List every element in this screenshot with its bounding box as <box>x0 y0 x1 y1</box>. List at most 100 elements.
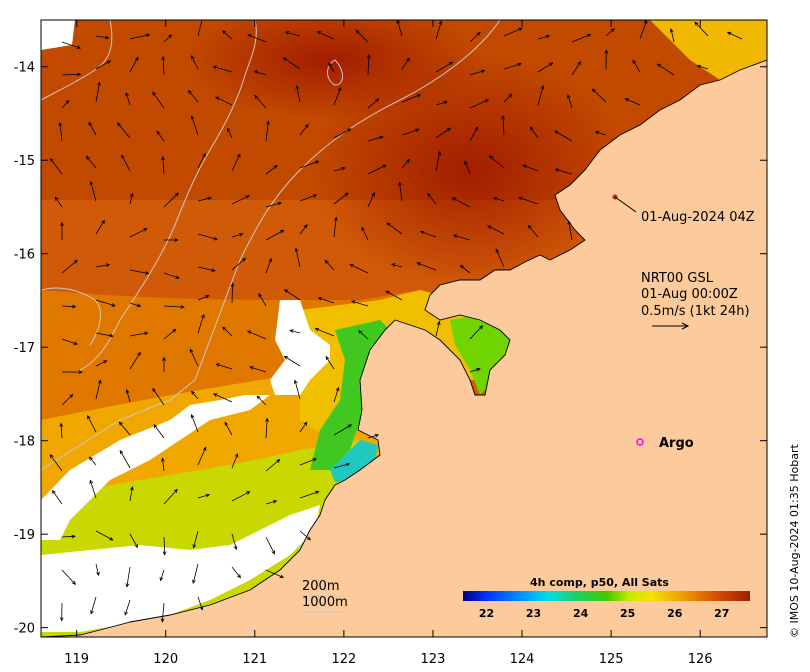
current-arrowhead <box>276 459 281 463</box>
current-arrow <box>493 197 505 202</box>
current-arrowhead <box>272 500 278 504</box>
current-arrowhead <box>237 574 241 579</box>
current-arrow <box>469 70 485 76</box>
current-arrowhead <box>443 100 448 105</box>
current-arrow <box>420 231 437 238</box>
current-arrow <box>95 220 105 235</box>
current-arrowhead <box>125 583 130 588</box>
current-arrowhead <box>294 247 299 252</box>
current-arrow <box>95 360 107 367</box>
current-arrowhead <box>345 462 351 467</box>
colorbar-tick-label: 25 <box>620 607 635 620</box>
current-arrow <box>452 197 471 208</box>
current-arrow <box>568 220 573 241</box>
current-arrowhead <box>316 31 321 35</box>
current-arrowhead <box>293 379 298 384</box>
current-arrow <box>469 325 483 340</box>
current-arrow <box>129 34 150 40</box>
current-arrowhead <box>586 33 592 38</box>
current-arrow <box>401 94 421 103</box>
current-arrow <box>333 217 337 238</box>
current-arrow <box>162 156 165 175</box>
current-arrow <box>657 63 675 76</box>
current-arrow <box>197 314 205 334</box>
plot-frame <box>40 19 768 638</box>
current-arrow <box>495 249 505 268</box>
current-arrowhead <box>205 295 210 299</box>
current-arrowhead <box>191 390 195 395</box>
current-arrow <box>265 165 278 175</box>
current-arrowhead <box>459 264 464 269</box>
current-arrowhead <box>312 194 318 198</box>
current-arrowhead <box>328 62 332 67</box>
current-arrowhead <box>479 325 484 330</box>
current-arrowhead <box>249 366 254 370</box>
current-arrow <box>299 124 309 136</box>
current-arrow <box>694 21 709 37</box>
current-arrowhead <box>90 610 94 615</box>
current-arrow <box>129 57 139 73</box>
current-arrowhead <box>379 135 384 140</box>
current-arrow <box>231 258 246 271</box>
y-tick-label: -18 <box>14 435 35 450</box>
current-arrow <box>333 463 350 469</box>
current-arrow <box>265 418 268 439</box>
current-arrow <box>197 447 207 466</box>
current-arrow <box>265 536 275 554</box>
current-arrow <box>397 20 403 37</box>
current-arrowhead <box>103 360 108 364</box>
current-arrowhead <box>669 28 674 33</box>
current-arrowhead <box>212 65 217 70</box>
current-arrowhead <box>190 55 195 60</box>
cloud-mask-1 <box>270 300 330 395</box>
current-arrow <box>435 61 453 73</box>
current-arrow <box>367 164 387 175</box>
current-arrowhead <box>610 28 615 33</box>
current-arrow <box>605 28 615 37</box>
current-arrowhead <box>121 154 125 159</box>
current-arrowhead <box>324 259 329 264</box>
colorbar-tick-label: 24 <box>573 607 589 620</box>
current-arrowhead <box>97 81 101 86</box>
current-arrow <box>162 56 165 76</box>
y-tick-label: -16 <box>14 248 35 263</box>
current-arrow <box>231 195 250 205</box>
current-arrow <box>153 424 165 439</box>
current-arrowhead <box>89 180 94 186</box>
current-arrowhead <box>452 234 458 238</box>
current-arrow <box>86 156 97 169</box>
current-arrowhead <box>317 297 322 301</box>
x-tick-label: 126 <box>688 652 713 667</box>
current-arrowhead <box>72 580 77 585</box>
current-arrow <box>284 356 301 367</box>
current-arrow <box>60 423 63 439</box>
current-arrowhead <box>303 421 308 426</box>
current-arrowhead <box>253 70 258 74</box>
current-arrowhead <box>656 63 661 68</box>
current-arrowhead <box>726 31 732 36</box>
current-arrow <box>197 197 212 202</box>
current-arrow <box>193 530 199 548</box>
current-arrowhead <box>71 304 77 309</box>
current-arrowhead <box>488 155 494 160</box>
current-vectors <box>49 20 743 623</box>
current-arrow <box>129 193 133 205</box>
current-arrowhead <box>73 259 78 264</box>
current-arrow <box>460 265 471 274</box>
current-arrowhead <box>527 224 532 230</box>
cloud-mask-2 <box>41 395 270 540</box>
current-arrow <box>95 563 99 576</box>
current-arrowhead <box>415 128 420 133</box>
current-arrow <box>163 34 172 43</box>
current-arrow <box>464 161 471 175</box>
current-arrow <box>333 167 346 172</box>
current-arrow <box>61 305 76 308</box>
current-arrowhead <box>246 330 252 335</box>
current-arrow <box>503 27 523 37</box>
current-time-label: 01-Aug 00:00Z <box>641 287 738 302</box>
current-arrowhead <box>484 99 490 103</box>
current-arrow <box>129 228 147 238</box>
current-arrowhead <box>522 164 527 169</box>
current-arrowhead <box>51 489 56 495</box>
argo-marker[interactable] <box>636 438 644 446</box>
